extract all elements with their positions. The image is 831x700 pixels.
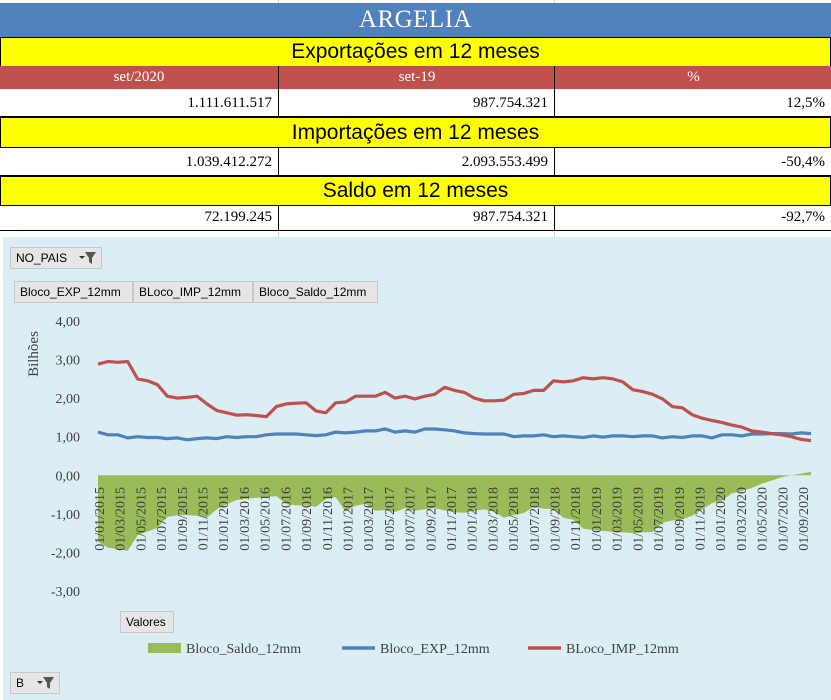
x-tick-label: 01/09/2020: [797, 487, 812, 551]
x-tick-label: 01/01/2020: [714, 487, 729, 551]
x-tick-label: 01/07/2015: [155, 487, 170, 551]
y-tick-label: 0,00: [56, 469, 81, 484]
legend-swatch-saldo: [148, 643, 181, 653]
series-area-saldo: [98, 471, 811, 551]
imports-percent[interactable]: -50,4%: [781, 154, 825, 170]
x-tick-label: 01/03/2017: [362, 487, 377, 551]
x-tick-label: 01/01/2017: [342, 487, 357, 551]
exports-row: 1.111.611.517 987.754.321 12,5%: [0, 89, 831, 117]
balance-percent[interactable]: -92,7%: [781, 209, 825, 225]
x-tick-label: 01/07/2016: [279, 487, 294, 551]
x-tick-label: 01/11/2018: [569, 487, 584, 550]
x-tick-label: 01/03/2016: [238, 487, 253, 551]
y-tick-label: 1,00: [56, 431, 81, 446]
y-tick-label: 2,00: [56, 392, 81, 407]
x-tick-label: 01/05/2019: [631, 487, 646, 551]
x-tick-label: 01/01/2019: [590, 487, 605, 551]
axis-filter-icon[interactable]: [35, 675, 55, 697]
y-tick-label: 4,00: [56, 315, 81, 330]
filter-field-button[interactable]: NO_PAIS: [10, 247, 102, 269]
saldo-area-layer: [98, 471, 811, 551]
y-tick-label: 3,00: [56, 354, 81, 369]
country-title: ARGELIA: [0, 3, 831, 37]
x-tick-label: 01/05/2018: [507, 487, 522, 551]
x-tick-label: 01/05/2016: [259, 487, 274, 551]
values-button[interactable]: Valores: [120, 611, 174, 633]
series-line-exp: [97, 427, 812, 442]
x-tick-label: 01/09/2019: [673, 487, 688, 551]
x-tick-label: 01/07/2017: [404, 487, 419, 551]
y-tick-label: -3,00: [51, 585, 80, 600]
x-tick-label: 01/03/2019: [611, 487, 626, 551]
x-tick-label: 01/03/2018: [486, 487, 501, 551]
x-tick-label: 01/09/2016: [300, 487, 315, 551]
legend-label: BLoco_IMP_12mm: [566, 642, 679, 657]
axis-field-button[interactable]: B: [10, 672, 60, 694]
x-tick-label: 01/11/2017: [445, 487, 460, 550]
imports-row: 1.039.412.272 2.093.553.499 -50,4%: [0, 148, 831, 176]
exports-section-title: Exportações em 12 meses: [0, 37, 831, 67]
header-percent: %: [554, 66, 831, 89]
header-previous-period: set-19: [278, 66, 555, 89]
pivot-chart-area[interactable]: NO_PAIS Bloco_EXP_12mm BLoco_IMP_12mm Bl…: [3, 237, 831, 700]
x-tick-label: 01/09/2017: [424, 487, 439, 551]
field-button-saldo[interactable]: Bloco_Saldo_12mm: [253, 281, 378, 303]
x-tick-label: 01/05/2020: [756, 487, 771, 551]
x-tick-label: 01/07/2018: [528, 487, 543, 551]
line-area-chart: Bilhões 4,00 3,00 2,00 1,00 0,00 -1,00 -2,00 -3…: [26, 315, 812, 657]
imports-previous[interactable]: 2.093.553.499: [461, 154, 548, 170]
x-tick-label: 01/09/2018: [549, 487, 564, 551]
x-tick-label: 01/09/2015: [176, 487, 191, 551]
filter-icon[interactable]: [77, 250, 97, 272]
x-tick-label: 01/01/2015: [93, 487, 108, 551]
axis-field-label: B: [16, 676, 25, 690]
imports-section-title: Importações em 12 meses: [0, 117, 831, 148]
line-layer: [97, 359, 812, 443]
y-tick-label: -1,00: [51, 508, 80, 523]
x-tick-label: 01/05/2017: [383, 487, 398, 551]
legend-label: Bloco_Saldo_12mm: [186, 642, 301, 657]
y-axis-label: Bilhões: [26, 331, 42, 377]
field-button-imp[interactable]: BLoco_IMP_12mm: [133, 281, 253, 303]
imports-current[interactable]: 1.039.412.272: [185, 154, 272, 170]
filter-field-label: NO_PAIS: [16, 251, 68, 265]
exports-current[interactable]: 1.111.611.517: [187, 95, 272, 111]
series-line-imp: [97, 359, 812, 443]
balance-row: 72.199.245 987.754.321 -92,7%: [0, 206, 831, 231]
x-tick-label: 01/01/2018: [466, 487, 481, 551]
column-header-row: set/2020 set-19 %: [0, 66, 831, 89]
x-tick-label: 01/07/2019: [652, 487, 667, 551]
x-axis-ticks: 01/01/2015 01/03/2015 01/05/2015 01/07/2015…: [93, 487, 812, 551]
x-tick-label: 01/03/2015: [114, 487, 129, 551]
x-tick-label: 01/11/2016: [321, 487, 336, 550]
legend-label: Bloco_EXP_12mm: [380, 642, 490, 657]
y-axis-ticks: 4,00 3,00 2,00 1,00 0,00 -1,00 -2,00 -3,00: [51, 315, 80, 600]
exports-previous[interactable]: 987.754.321: [473, 95, 548, 111]
balance-section-title: Saldo em 12 meses: [0, 176, 831, 206]
x-tick-label: 01/05/2015: [134, 487, 149, 551]
chart-legend: Bloco_Saldo_12mm Bloco_EXP_12mm BLoco_IMP_…: [148, 642, 679, 657]
balance-current[interactable]: 72.199.245: [204, 209, 273, 225]
x-tick-label: 01/07/2020: [776, 487, 791, 551]
x-tick-label: 01/11/2019: [694, 487, 709, 550]
exports-percent[interactable]: 12,5%: [786, 95, 825, 111]
x-tick-label: 01/03/2020: [735, 487, 750, 551]
y-tick-label: -2,00: [51, 546, 80, 561]
header-current-period: set/2020: [113, 69, 165, 85]
balance-previous[interactable]: 987.754.321: [473, 209, 548, 225]
field-button-exp[interactable]: Bloco_EXP_12mm: [14, 281, 133, 303]
x-tick-label: 01/01/2016: [217, 487, 232, 551]
x-tick-label: 01/11/2015: [197, 487, 212, 550]
